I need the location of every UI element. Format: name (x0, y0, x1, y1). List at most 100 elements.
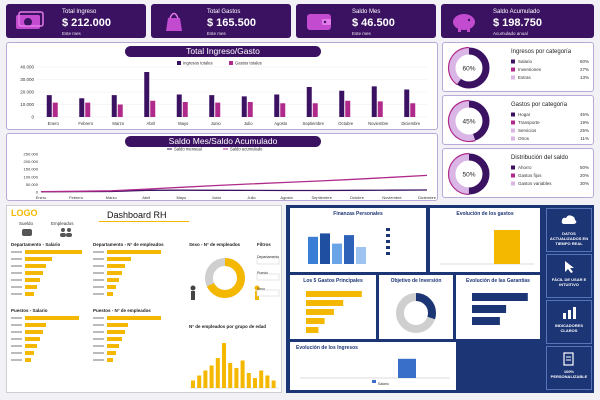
ingresos-chart (300, 358, 450, 383)
bar (117, 104, 123, 117)
age-bar (259, 370, 264, 388)
donut-slice (448, 47, 490, 89)
legend-value: 45% (580, 112, 589, 117)
people-icon (60, 228, 72, 237)
male-icon (190, 285, 196, 291)
puestos-salary-bar (25, 351, 34, 355)
fp-bar (356, 247, 366, 264)
sexo-title: Sexo - N° de empleados (189, 242, 241, 247)
kpi-value: $ 212.000 (62, 17, 111, 29)
donut-percent: 50% (462, 172, 475, 179)
kpi-title: Total Ingreso (62, 9, 97, 15)
x-tick-label: Octubre (338, 121, 354, 126)
rh-charts (11, 250, 280, 389)
evol-gastos-bar (494, 230, 520, 264)
dept-salary-bar (25, 278, 40, 282)
donut-percent: 45% (462, 119, 475, 126)
filter-departamento[interactable]: Departamento (257, 255, 280, 259)
bar (377, 101, 383, 117)
fp-bar (344, 235, 354, 264)
top-gastos-card: Los 5 Gastos Principales (290, 275, 376, 339)
top-gasto-bar (306, 309, 334, 315)
donut-percent: 60% (462, 66, 475, 73)
fp-bar (320, 233, 330, 264)
donut-title: Distribución del saldo (511, 155, 569, 161)
legend-label: Ahorro (518, 165, 532, 170)
feature-item: INDICADORES CLAROS (546, 300, 592, 344)
puestos-salary-bar (25, 344, 37, 348)
donut-slice (448, 100, 490, 142)
x-tick-label: Enero (48, 121, 60, 126)
dept-emp-bar (107, 257, 131, 261)
objetivo-slice (396, 293, 436, 333)
bar (111, 95, 117, 117)
puestos-emp-bar (107, 316, 161, 320)
age-bar (222, 343, 226, 388)
ingreso-gasto-chart: 40.000 30.000 20.000 10.000 0 Enero Febrero Mar… (20, 61, 427, 126)
kpi-sub: Este mes (352, 31, 371, 36)
dept-emp-bar (107, 292, 113, 296)
dept-employees-title: Departamento - N° de empleados (93, 242, 164, 247)
donut-panel: 60% Ingresos por categoría Salario 60% Inver… (442, 42, 594, 92)
puestos-emp-bar (107, 344, 119, 348)
puestos-salary-bar (25, 337, 40, 341)
donut-chart: 45% Gastos por categoría Hogar 45% Transport… (447, 99, 589, 143)
feature-item: 100% PERSONALIZABLE (546, 346, 592, 390)
legend-swatch (511, 128, 515, 133)
filter-puesto[interactable]: Puesto (257, 271, 268, 275)
age-groups-title: N° de empleados por grupo de edad (189, 324, 267, 329)
dept-salary-bar (25, 271, 43, 275)
kpi-card-ingreso: Total Ingreso $ 212.000 Este mes (6, 4, 146, 38)
bar (52, 102, 58, 117)
dept-emp-bar (107, 278, 119, 282)
puestos-salary-bar (25, 330, 43, 334)
top-gastos-chart (306, 291, 362, 333)
bar (144, 72, 150, 117)
filter-box[interactable] (256, 257, 280, 265)
evolucion-gastos-card: Evolución de los gastos (430, 208, 540, 272)
dept-salary-bar (25, 264, 46, 268)
x-tick-label: Septiembre (311, 195, 332, 200)
y-tick-label: 50.000 (26, 182, 39, 187)
legend-value: 13% (580, 75, 589, 80)
shopping-bag-icon (166, 12, 182, 31)
rh-dashboard: LOGO Dashboard RH Sueldo Empleados Depar… (6, 205, 282, 393)
x-tick-label: Agosto (274, 121, 288, 126)
top-gasto-bar (306, 318, 325, 324)
filter-box[interactable] (256, 289, 280, 297)
x-tick-label: Julio (244, 121, 253, 126)
y-tick-label: 100.000 (24, 174, 39, 179)
filter-box[interactable] (256, 273, 280, 281)
x-tick-label: Abril (147, 121, 155, 126)
donut-chart: 60% Ingresos por categoría Salario 60% Inver… (447, 46, 589, 90)
legend-swatch (386, 240, 390, 243)
age-bar (209, 365, 214, 388)
top-gasto-bar (306, 327, 319, 333)
x-tick-label: Julio (247, 195, 256, 200)
puestos-emp-bar (107, 358, 113, 362)
legend-value: 11% (580, 136, 589, 141)
donut-title: Gastos por categoría (511, 102, 568, 108)
empleados-label: Empleados (51, 221, 74, 226)
bar (410, 103, 416, 117)
legend-value: 25% (580, 128, 589, 133)
objetivo-title: Objetivo de Inversión (390, 278, 442, 284)
x-tick-label: Mayo (178, 121, 189, 126)
feature-item: FÁCIL DE USAR E INTUITIVO (546, 254, 592, 298)
y-tick-label: 150.000 (24, 167, 39, 172)
puestos-salary-bar (25, 358, 31, 362)
x-tick-label: Diciembre (401, 121, 421, 126)
filter-sexo[interactable]: Sexo (257, 287, 265, 291)
y-tick-label: 40.000 (20, 65, 34, 70)
bar (46, 95, 52, 117)
bar (209, 95, 215, 117)
wallet-icon (307, 14, 331, 30)
x-tick-label: Marzo (112, 121, 124, 126)
donut-title: Ingresos por categoría (511, 49, 572, 55)
age-bar (246, 373, 251, 388)
top-gasto-bar (306, 291, 362, 297)
bar-chart-icon (563, 307, 576, 319)
fp-bar (332, 243, 342, 264)
legend-label: Transporte (518, 120, 540, 125)
legend-label: Hogar (518, 112, 531, 117)
